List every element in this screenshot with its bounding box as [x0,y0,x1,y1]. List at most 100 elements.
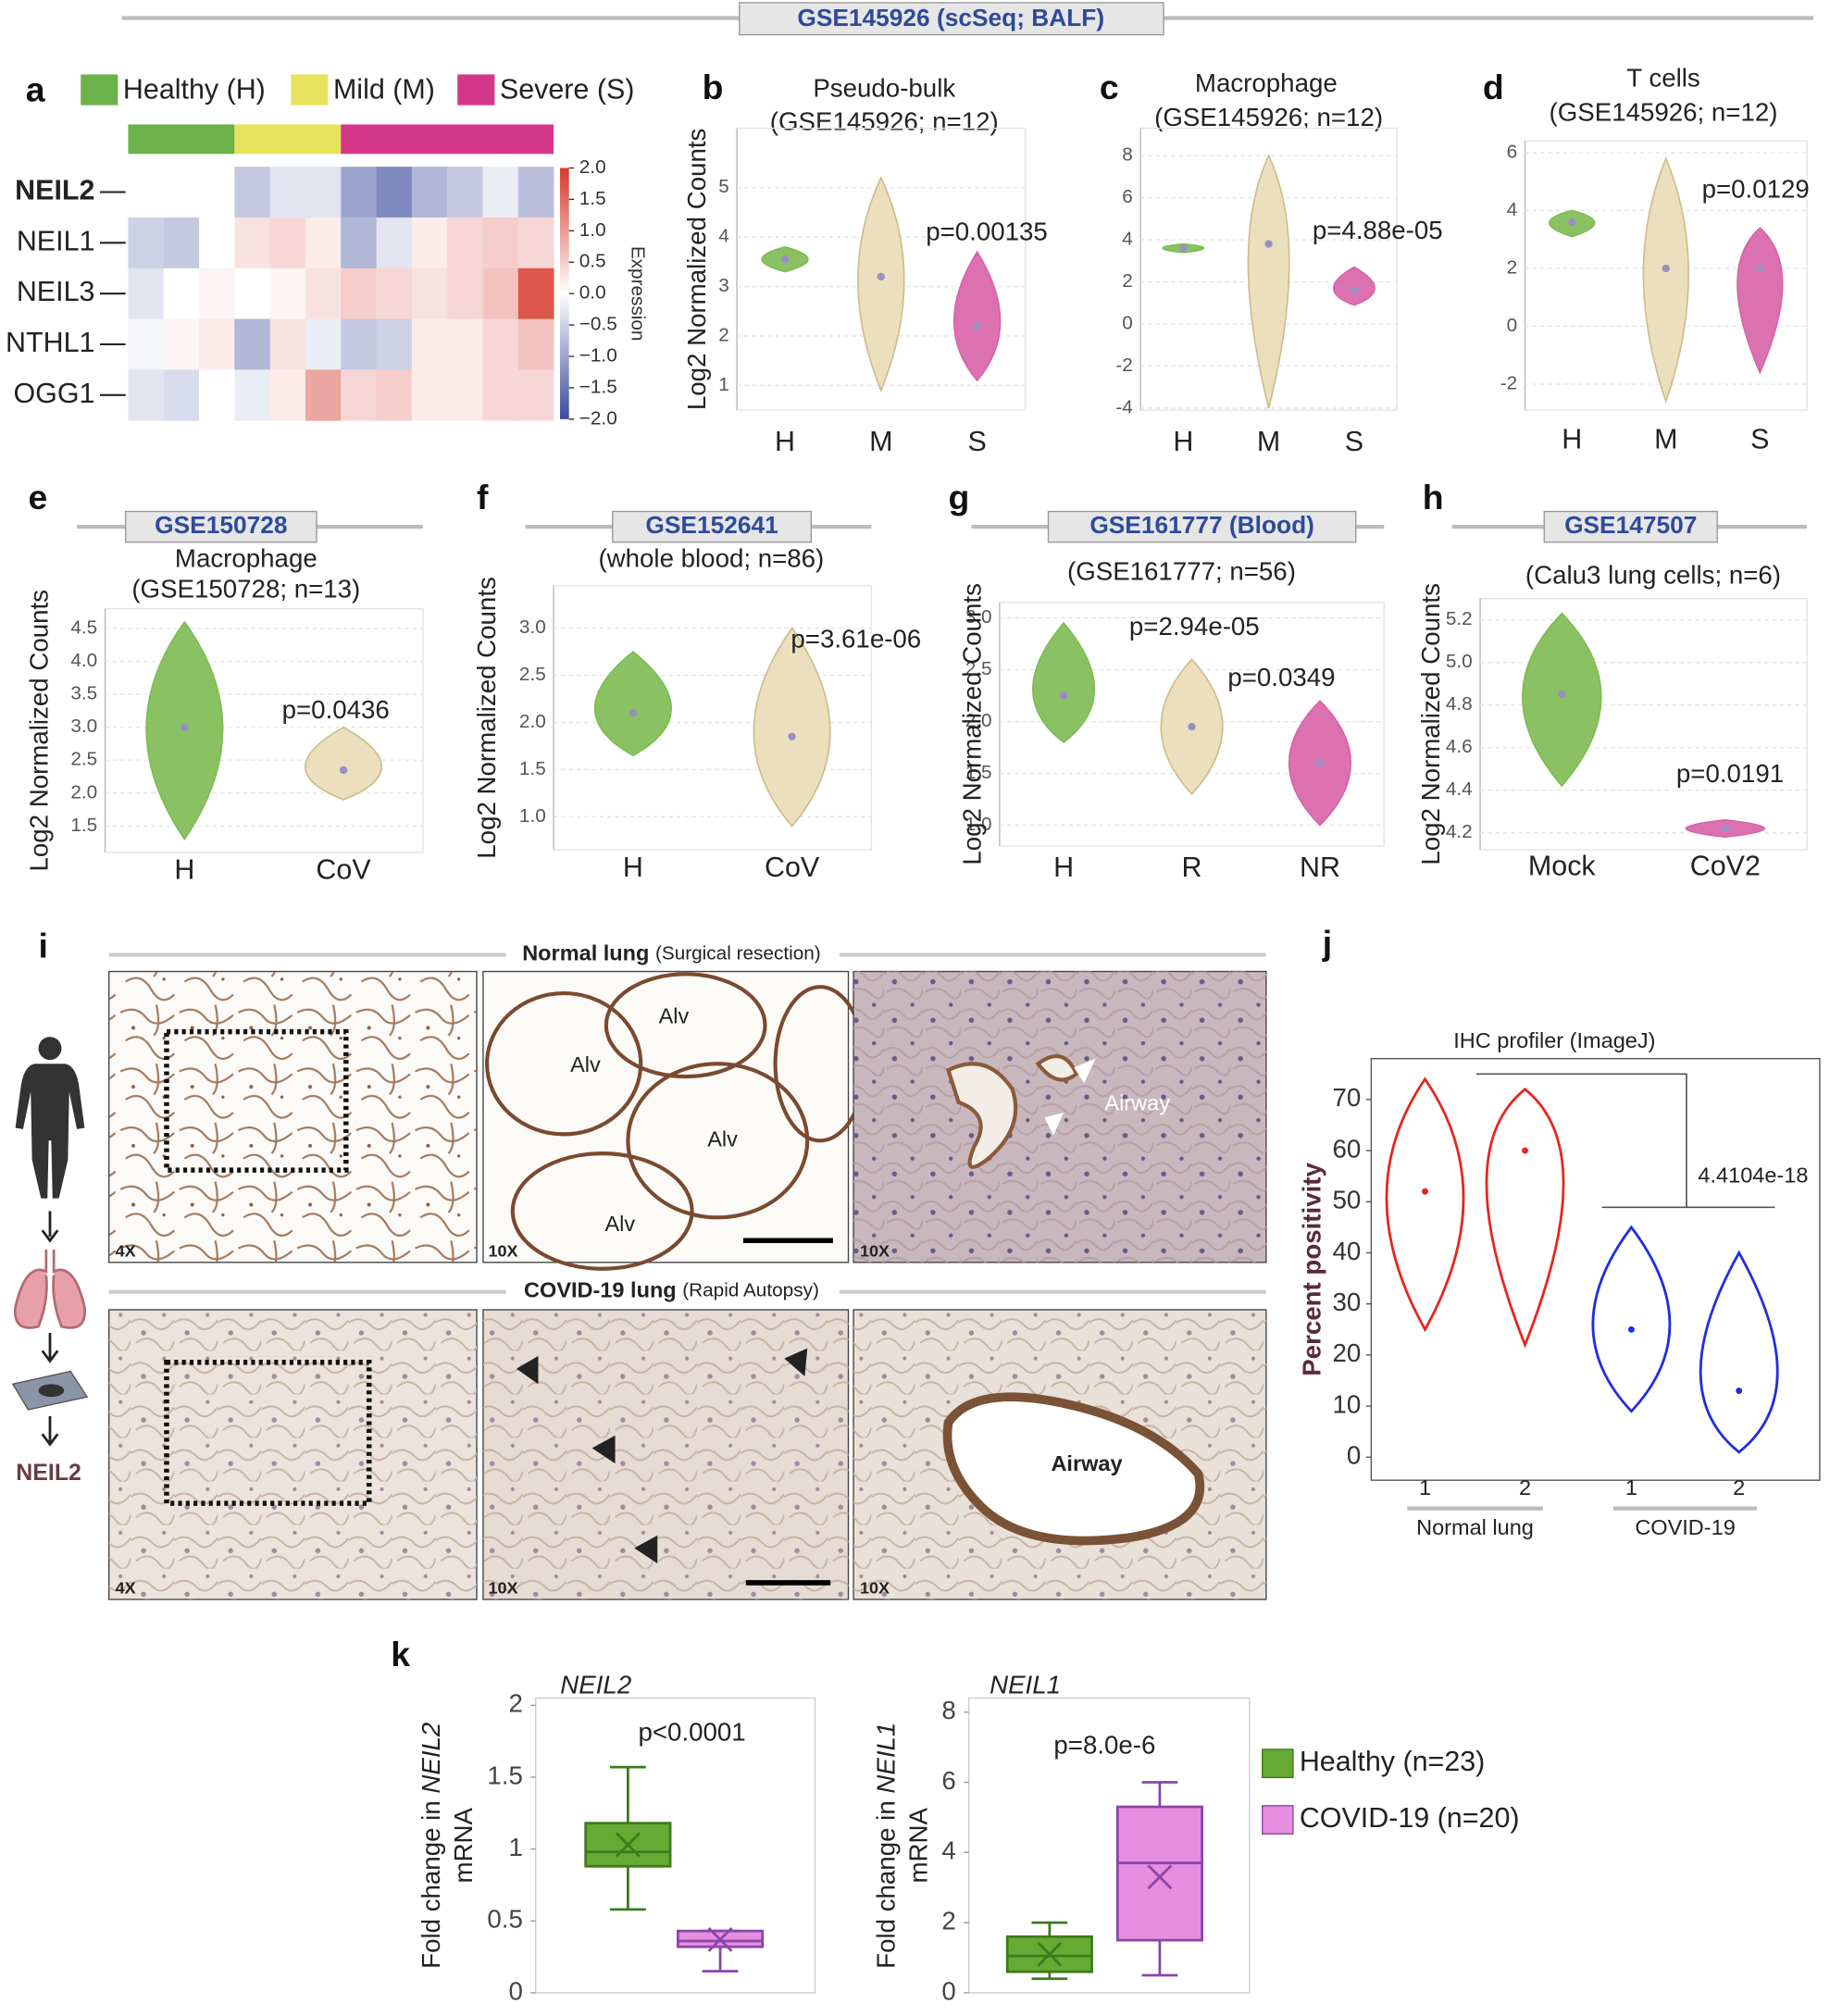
p-value: p=0.00135 [926,217,1048,245]
y-tick-label: 4.6 [1446,736,1473,757]
panel-letter: j [1322,924,1332,963]
panel-letter: h [1423,478,1444,516]
x-tick-label: H [623,852,643,883]
y-tick-label: 1.5 [519,758,546,779]
heatmap-cell [341,369,377,421]
heatmap-cell [517,369,554,421]
median-dot [1188,722,1196,731]
mean-marker [1147,1864,1173,1890]
legend-label: Mild (M) [333,73,435,105]
heatmap-cell [341,217,377,269]
heatmap-cell [269,369,306,421]
median-dot [780,255,790,264]
heatmap-cell [269,318,306,370]
magnification: 10X [488,1579,517,1598]
panel-letter: f [477,478,489,516]
magnification: 4X [116,1579,136,1598]
legend-swatch [457,74,495,106]
y-axis-label: mRNA [449,1807,478,1883]
heatmap-cell [341,167,377,218]
heatmap-cell [163,268,200,319]
violin [1591,1225,1672,1413]
y-tick-label: 10 [1333,1389,1362,1418]
y-axis-label: Fold change in NEIL2 [417,1723,445,1969]
zoom-box [164,1360,372,1506]
violin [1737,227,1784,375]
heatmap-cell [411,268,448,319]
x-tick-label: CoV2 [1690,850,1761,881]
legend-swatch [291,74,329,106]
mean-marker [707,1927,733,1952]
row-label: OGG1 [13,378,94,409]
y-tick-label: 5 [718,176,729,197]
median-dot [1350,286,1359,294]
heatmap-cell [517,167,554,218]
micrograph-texture [108,971,478,1263]
y-tick-label: 4 [1507,199,1518,220]
y-tick-label: 4.4 [1446,778,1473,800]
heatmap-cell [234,318,271,370]
y-tick-label: 40 [1333,1237,1362,1265]
y-tick-label: 2.5 [70,749,97,770]
heatmap-cell [163,217,200,269]
heatmap-cell [234,217,271,269]
colorbar-label: Expression [628,246,649,342]
legend-swatch [81,74,118,106]
violin [1333,266,1376,306]
airway-lumen [942,1392,1205,1546]
arrowhead [1044,1058,1096,1136]
lung-icon [14,1249,86,1329]
violin [1642,156,1689,404]
heatmap-cell [305,318,342,370]
y-tick-label: 5.2 [1446,608,1473,629]
p-value: p=2.94e-05 [1129,612,1260,641]
y-axis-label: mRNA [903,1807,932,1883]
row-title: COVID-19 lung (Rapid Autopsy) [524,1278,819,1302]
plot-frame [1370,1057,1821,1481]
heatmap-cell [517,268,554,319]
group-bar [128,124,235,155]
violin [753,627,831,828]
heatmap-cell [163,369,200,421]
flow-arrow [41,1211,59,1243]
airway-label: Airway [1104,1091,1170,1115]
panel-letter: e [28,478,47,516]
y-tick-label: 2.0 [965,710,992,731]
panel-letter: k [391,1635,410,1674]
panel-title: Pseudo-bulk [813,73,955,102]
colorbar-tick-label: −0.5 [579,314,617,335]
colorbar-tick-label: 1.0 [579,219,606,241]
x-tick-label: H [174,854,194,886]
median-dot [1721,824,1729,833]
y-tick-label: 2.0 [519,711,546,732]
x-tick-label: M [1654,423,1677,454]
significance-bracket [1475,1073,1775,1209]
median-dot [629,709,638,717]
violin [1485,1088,1565,1349]
y-tick-label: 1.5 [70,815,97,836]
heatmap-cell [234,268,271,319]
row-label: NEIL2 [15,175,94,206]
magnification: 10X [488,1241,517,1260]
dataset-title: GSE150728 [155,511,287,539]
airway-lumen [945,1053,1079,1169]
colorbar-tick-label: −1.0 [579,344,617,366]
y-tick-label: 1.5 [965,762,992,783]
y-axis-label-part: Fold change in [872,1800,901,1969]
panel-title: IHC profiler (ImageJ) [1453,1028,1655,1052]
row-label: NEIL1 [17,225,95,256]
median-dot [339,765,348,775]
violin [1385,1076,1465,1333]
heatmap-cell [376,268,413,319]
y-axis-label-gene: NEIL1 [872,1723,901,1794]
y-axis-label: Fold change in NEIL1 [872,1723,901,1969]
y-tick-label: 0 [508,1976,522,2005]
colorbar-tick-label: 2.0 [579,156,606,178]
heatmap-cell [269,268,306,319]
y-axis-label: Log2 Normalized Counts [957,583,986,865]
heatmap-cell [411,318,448,370]
y-tick-label: 2.5 [519,664,546,685]
alv-label: Alv [707,1127,738,1151]
heatmap-cell [411,369,448,421]
y-axis-label-part: Fold change in [417,1800,445,1969]
